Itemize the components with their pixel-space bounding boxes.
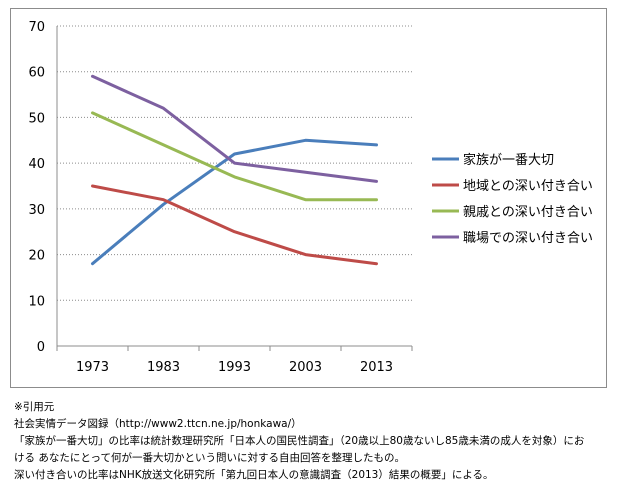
chart-frame: 0 10 20 30 40 50 60 70 1973 1983 1993 2003 2013 家族が一… <box>10 8 607 388</box>
tick-labels: 0 10 20 30 40 50 60 70 1973 1983 1993 2003 2013 <box>28 20 393 375</box>
y-tick-label-0: 0 <box>37 340 45 355</box>
notes-heading: ※引用元 <box>14 401 55 413</box>
axes <box>56 26 413 351</box>
x-tick-label-1983: 1983 <box>147 360 180 375</box>
y-tick-label-40: 40 <box>28 157 45 172</box>
series-line-1 <box>91 138 378 266</box>
x-tick-label-1993: 1993 <box>218 360 251 375</box>
series-line-4 <box>91 74 378 183</box>
notes-source-url: 社会実情データ図録（http://www2.ttcn.ne.jp/honkawa… <box>14 418 302 430</box>
legend-label-2: 地域との深い付き合い <box>463 179 593 194</box>
x-tick-label-1973: 1973 <box>76 360 109 375</box>
source-notes: ※引用元 社会実情データ図録（http://www2.ttcn.ne.jp/ho… <box>14 399 614 484</box>
y-tick-label-30: 30 <box>28 203 45 218</box>
legend-label-1: 家族が一番大切 <box>463 152 554 168</box>
y-tick-label-60: 60 <box>28 66 45 81</box>
x-tick-label-2003: 2003 <box>289 360 322 375</box>
x-tick-label-2013: 2013 <box>360 360 393 375</box>
series-line-3 <box>91 111 378 202</box>
y-tick-label-20: 20 <box>28 249 45 264</box>
legend-label-3: 親戚との深い付き合い <box>463 205 593 220</box>
notes-family-source-cont: ける あなたにとって何が一番大切かという問いに対する自由回答を整理したもの。 <box>14 452 405 464</box>
series-line-2 <box>91 184 378 266</box>
y-tick-label-70: 70 <box>28 20 45 35</box>
line-chart: 0 10 20 30 40 50 60 70 1973 1983 1993 2003 2013 家族が一… <box>28 20 593 375</box>
notes-family-source: 「家族が一番大切」の比率は統計数理研究所「日本人の国民性調査」（20歳以上80歳… <box>14 435 585 447</box>
notes-relationship-source: 深い付き合いの比率はNHK放送文化研究所「第九回日本人の意識調査（2013）結果… <box>14 469 494 481</box>
y-tick-label-10: 10 <box>28 294 45 309</box>
legend-label-4: 職場での深い付き合い <box>463 231 593 246</box>
y-tick-label-50: 50 <box>28 111 45 126</box>
series-lines <box>91 74 378 266</box>
